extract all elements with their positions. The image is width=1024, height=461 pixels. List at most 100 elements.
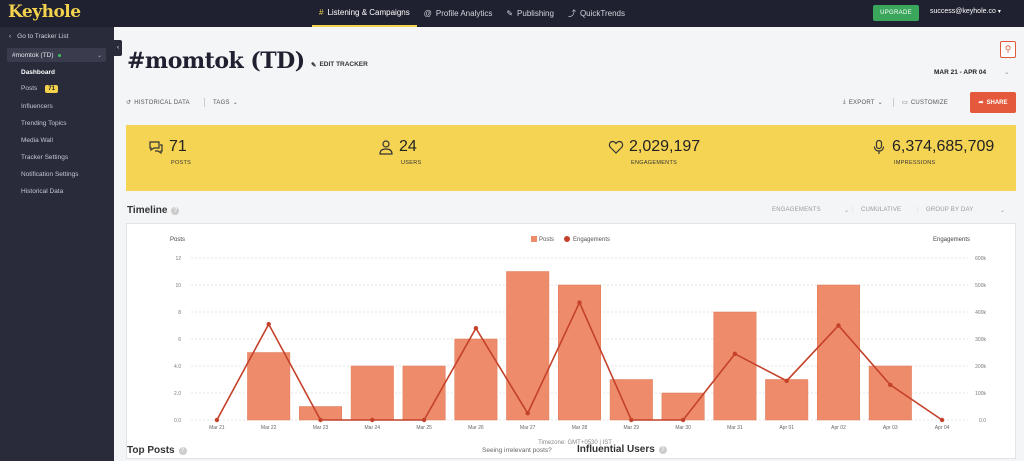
- stat-value: 2,029,197: [629, 138, 701, 155]
- tracker-selector[interactable]: #momtok (TD) ⌄: [7, 48, 106, 62]
- share-label: SHARE: [986, 99, 1008, 106]
- control-divider: |: [852, 207, 854, 213]
- point-engagements: [939, 417, 945, 423]
- user-icon: [379, 140, 393, 155]
- speech-bubbles-icon: [149, 141, 163, 155]
- help-icon[interactable]: ?: [171, 206, 180, 215]
- y-axis-label-right: Engagements: [933, 237, 970, 243]
- bar-posts: [506, 271, 550, 421]
- bar-posts: [558, 284, 601, 421]
- bar-posts: [765, 379, 809, 421]
- point-engagements: [680, 417, 686, 423]
- pencil-icon: ✎: [311, 62, 317, 69]
- active-status-dot: [57, 53, 61, 57]
- top-posts-title: Top Posts: [127, 445, 175, 456]
- bar-posts: [350, 365, 394, 421]
- tab-listening-campaigns[interactable]: # Listening & Campaigns: [312, 0, 417, 27]
- chevron-down-icon: ⌄: [877, 100, 883, 106]
- top-navbar: Keyhole # Listening & Campaigns @ Profil…: [0, 0, 1024, 27]
- x-tick-label: Apr 02: [831, 425, 846, 431]
- tags-label: TAGS: [213, 99, 230, 106]
- integration-icon[interactable]: ⚲: [1000, 41, 1016, 58]
- x-tick-label: Apr 04: [935, 425, 950, 431]
- point-engagements: [525, 411, 530, 416]
- metric-dropdown[interactable]: ENGAGEMENTS: [772, 207, 821, 213]
- sidebar-item-trending-topics[interactable]: Trending Topics: [21, 120, 67, 127]
- sidebar-item-historical-data[interactable]: Historical Data: [21, 188, 64, 195]
- tab-profile-analytics[interactable]: @ Profile Analytics: [417, 0, 500, 27]
- share-button[interactable]: ➦ SHARE: [970, 92, 1016, 113]
- historical-data-button[interactable]: ↺ HISTORICAL DATA: [126, 99, 190, 107]
- share-arrow-icon: ➦: [978, 100, 984, 106]
- y-tick-left: 10: [175, 283, 181, 289]
- y-tick-left: 8: [178, 310, 181, 316]
- x-tick-label: Mar 26: [468, 425, 484, 431]
- back-to-tracker-list[interactable]: ‹ Go to Tracker List: [9, 33, 68, 40]
- y-tick-right: 300k: [975, 337, 986, 343]
- group-by-dropdown[interactable]: GROUP BY DAY: [926, 207, 974, 213]
- chevron-down-icon[interactable]: ⌄: [844, 208, 850, 214]
- tab-quicktrends[interactable]: ⤴ QuickTrends: [561, 0, 632, 27]
- x-tick-label: Mar 31: [727, 425, 743, 431]
- chevron-down-icon[interactable]: ⌄: [1000, 208, 1006, 214]
- stat-label: ENGAGEMENTS: [631, 160, 678, 166]
- legend-swatch-posts: [531, 236, 537, 242]
- edit-tracker-button[interactable]: ✎ EDIT TRACKER: [311, 61, 368, 69]
- x-tick-label: Mar 21: [209, 425, 225, 431]
- stat-label: POSTS: [171, 160, 192, 166]
- y-axis-label-left: Posts: [170, 237, 185, 243]
- date-range-picker[interactable]: MAR 21 - APR 04 ⌄: [934, 68, 1010, 76]
- stat-posts: 71 POSTS: [148, 138, 191, 166]
- sidebar-item-tracker-settings[interactable]: Tracker Settings: [21, 154, 69, 161]
- y-tick-left: 12: [175, 256, 181, 262]
- irrelevant-posts-link[interactable]: Seeing irrelevant posts?: [482, 447, 552, 454]
- help-icon[interactable]: ?: [658, 445, 667, 454]
- heart-icon: [608, 140, 624, 154]
- sidebar-item-dashboard[interactable]: Dashboard: [21, 69, 55, 76]
- cumulative-toggle[interactable]: CUMULATIVE: [861, 207, 902, 213]
- influential-users-heading: Influential Users ?: [577, 444, 667, 455]
- sidebar-item-posts[interactable]: Posts 71: [21, 85, 58, 93]
- keyhole-logo[interactable]: Keyhole: [8, 2, 81, 22]
- dashboard-toolbar: ↺ HISTORICAL DATA TAGS ⌄ ⤓ EXPORT ⌄ ▭ CU…: [126, 96, 1016, 110]
- bar-posts: [609, 379, 653, 421]
- x-tick-label: Mar 25: [416, 425, 432, 431]
- user-menu[interactable]: success@keyhole.co ▾: [930, 8, 1001, 15]
- sidebar-item-media-wall[interactable]: Media Wall: [21, 137, 53, 144]
- customize-button[interactable]: ▭ CUSTOMIZE: [902, 99, 948, 107]
- legend-label-posts: Posts: [539, 237, 554, 243]
- stat-label: USERS: [401, 160, 422, 166]
- chevron-down-icon: ⌄: [1004, 69, 1010, 76]
- y-tick-right: 0.0: [979, 418, 986, 424]
- sidebar-collapse-toggle[interactable]: ‹: [114, 40, 122, 56]
- user-email: success@keyhole.co: [930, 8, 996, 15]
- control-divider: |: [917, 207, 919, 213]
- stats-banner: 71 POSTS 24 USERS 2,029,197 ENGAGEMENTS: [126, 125, 1016, 191]
- chevron-down-icon: ⌄: [232, 100, 238, 106]
- point-engagements: [214, 417, 220, 423]
- main-content: #momtok (TD) ✎ EDIT TRACKER ⚲ MAR 21 - A…: [114, 27, 1024, 461]
- bar-posts: [661, 392, 705, 421]
- x-tick-label: Mar 23: [313, 425, 329, 431]
- tags-dropdown[interactable]: TAGS ⌄: [213, 99, 238, 107]
- tab-label: Publishing: [517, 9, 554, 18]
- bar-posts: [247, 352, 291, 421]
- help-icon[interactable]: ?: [178, 446, 187, 455]
- pencil-icon: ✎: [506, 9, 514, 18]
- export-dropdown[interactable]: ⤓ EXPORT ⌄: [843, 99, 883, 106]
- x-tick-label: Mar 29: [624, 425, 640, 431]
- stat-value: 71: [169, 138, 187, 155]
- sidebar-item-notification-settings[interactable]: Notification Settings: [21, 171, 79, 178]
- bar-posts: [868, 365, 912, 421]
- sidebar-item-influencers[interactable]: Influencers: [21, 103, 53, 110]
- microphone-icon: [873, 139, 885, 154]
- tab-publishing[interactable]: ✎ Publishing: [499, 0, 561, 27]
- legend-label-engagements: Engagements: [573, 237, 610, 243]
- date-range-value: MAR 21 - APR 04: [934, 69, 987, 76]
- x-tick-label: Mar 22: [261, 425, 277, 431]
- hash-icon: #: [319, 8, 324, 17]
- toolbar-divider: [204, 98, 205, 107]
- point-engagements: [318, 417, 323, 423]
- stat-value: 6,374,685,709: [892, 138, 995, 155]
- upgrade-button[interactable]: UPGRADE: [873, 5, 919, 21]
